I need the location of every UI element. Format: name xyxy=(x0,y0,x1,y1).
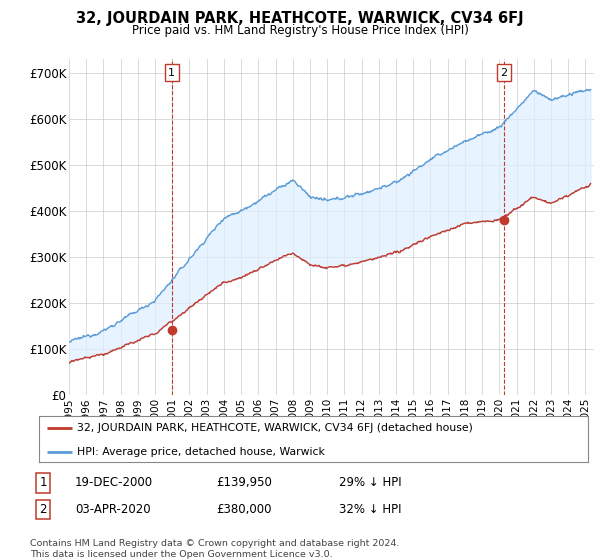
Text: Contains HM Land Registry data © Crown copyright and database right 2024.
This d: Contains HM Land Registry data © Crown c… xyxy=(30,539,400,559)
Text: HPI: Average price, detached house, Warwick: HPI: Average price, detached house, Warw… xyxy=(77,447,325,457)
Text: £380,000: £380,000 xyxy=(216,503,271,516)
Text: 29% ↓ HPI: 29% ↓ HPI xyxy=(339,476,401,489)
Text: 32% ↓ HPI: 32% ↓ HPI xyxy=(339,503,401,516)
Text: £139,950: £139,950 xyxy=(216,476,272,489)
Text: 2: 2 xyxy=(40,503,47,516)
Text: Price paid vs. HM Land Registry's House Price Index (HPI): Price paid vs. HM Land Registry's House … xyxy=(131,24,469,36)
Text: 32, JOURDAIN PARK, HEATHCOTE, WARWICK, CV34 6FJ (detached house): 32, JOURDAIN PARK, HEATHCOTE, WARWICK, C… xyxy=(77,423,473,433)
Text: 03-APR-2020: 03-APR-2020 xyxy=(75,503,151,516)
Text: 19-DEC-2000: 19-DEC-2000 xyxy=(75,476,153,489)
Text: 1: 1 xyxy=(40,476,47,489)
Text: 32, JOURDAIN PARK, HEATHCOTE, WARWICK, CV34 6FJ: 32, JOURDAIN PARK, HEATHCOTE, WARWICK, C… xyxy=(76,11,524,26)
Text: 2: 2 xyxy=(500,68,507,78)
Text: 1: 1 xyxy=(168,68,175,78)
